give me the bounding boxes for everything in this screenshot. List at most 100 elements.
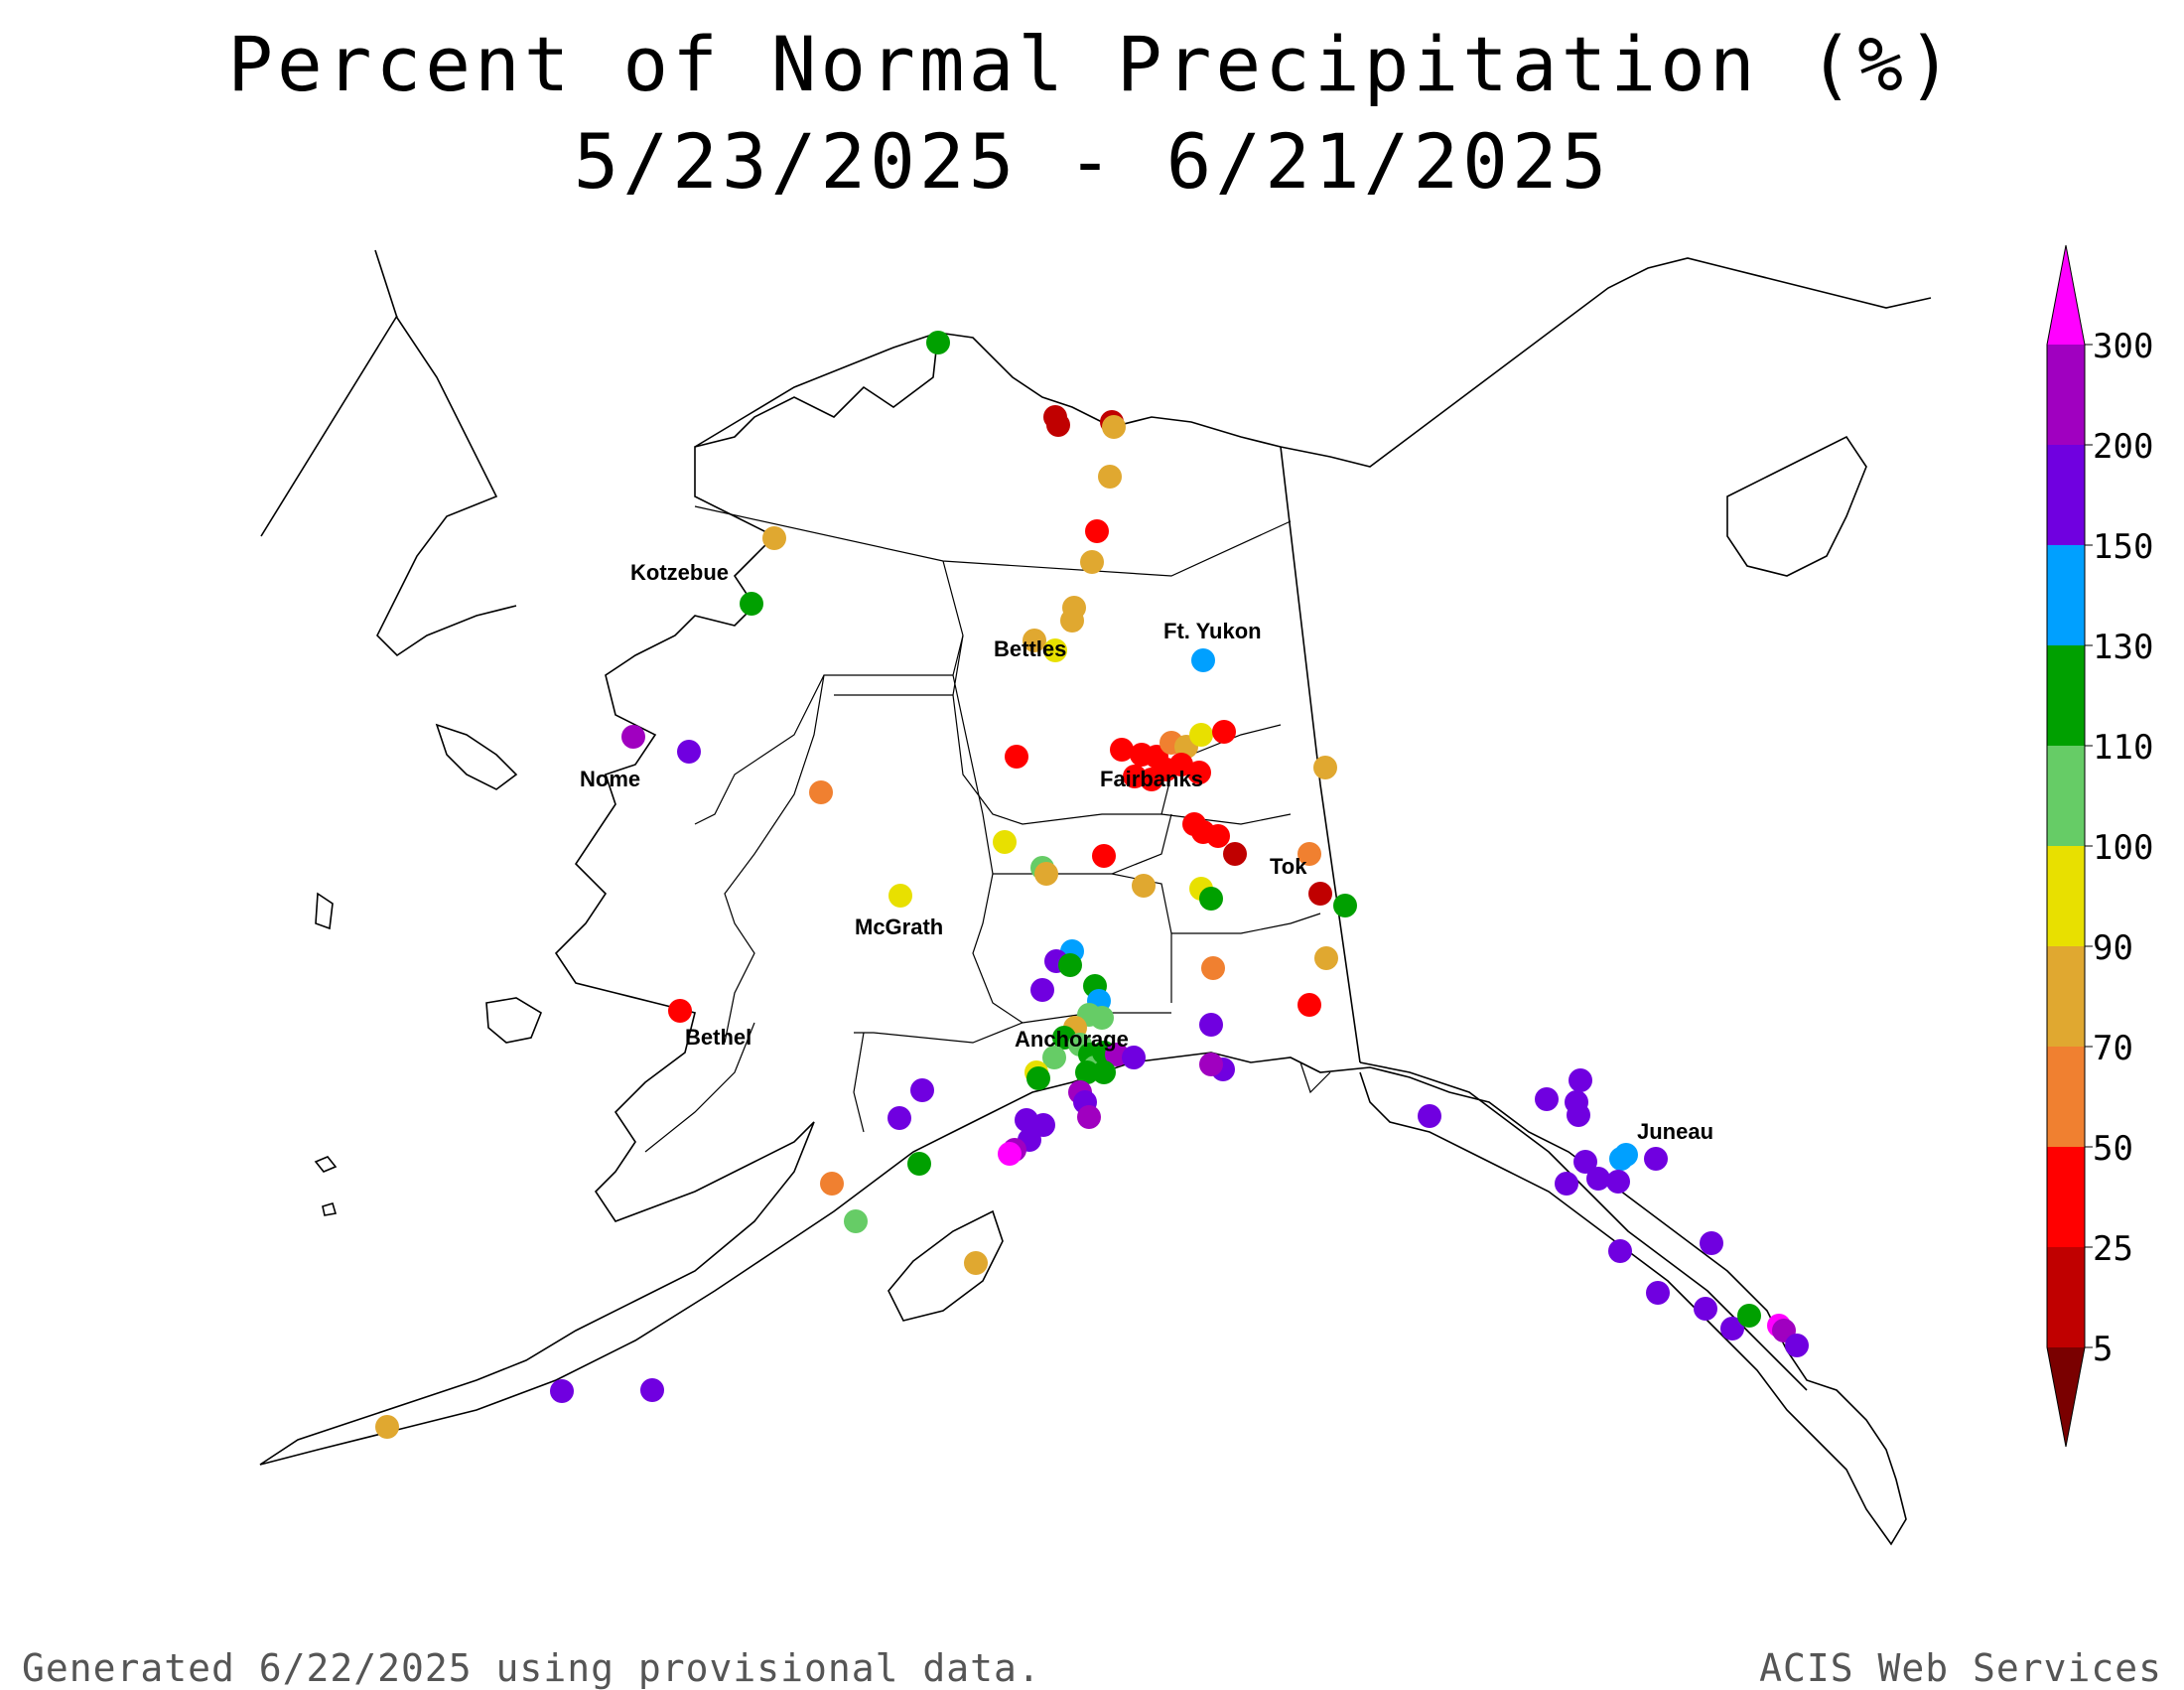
colorbar-tick-label: 70 <box>2093 1029 2133 1068</box>
city-label-nome: Nome <box>580 767 640 791</box>
colorbar-tick-label: 90 <box>2093 928 2133 968</box>
colorbar-tick-label: 5 <box>2093 1330 2113 1369</box>
colorbar-tick-label: 110 <box>2093 728 2153 768</box>
colorbar-legend: 5 25 50 70 90 100 110 130 150 200 300 <box>2046 244 2153 1448</box>
colorbar-block <box>2047 445 2085 545</box>
colorbar-block <box>2047 846 2085 946</box>
colorbar-tick-label: 150 <box>2093 527 2153 567</box>
station-dot <box>993 830 1017 854</box>
station-dot <box>1223 842 1247 866</box>
station-dot <box>1314 946 1338 970</box>
station-dot <box>1191 648 1215 672</box>
map-title: Percent of Normal Precipitation (%) <box>227 20 1957 108</box>
colorbar-block <box>2047 746 2085 846</box>
station-dot <box>1090 1006 1114 1030</box>
division-boundary <box>834 634 1282 825</box>
station-dot <box>1206 824 1230 848</box>
station-dot <box>1567 1103 1590 1127</box>
colorbar-block <box>2047 1047 2085 1147</box>
city-label-tok: Tok <box>1270 854 1307 879</box>
colorbar-block <box>2047 345 2085 445</box>
station-dot <box>1606 1170 1630 1194</box>
station-dot <box>1555 1172 1578 1196</box>
canada-islands <box>1726 435 1867 577</box>
division-boundary <box>694 505 1292 577</box>
station-dot <box>910 1078 934 1102</box>
station-dot <box>1034 862 1058 886</box>
station-dot <box>1092 844 1116 868</box>
station-dot <box>1085 519 1109 543</box>
alaska-coastline <box>259 332 1907 1546</box>
station-dot <box>1077 1105 1101 1129</box>
city-label-bettles: Bettles <box>994 636 1066 661</box>
station-dot <box>1030 978 1054 1002</box>
station-dot <box>1313 756 1337 779</box>
station-dot <box>964 1251 988 1275</box>
colorbar-tick-label: 130 <box>2093 628 2153 667</box>
station-dot <box>1297 993 1321 1017</box>
station-dot <box>1046 413 1070 437</box>
colorbar-block <box>2047 545 2085 645</box>
international-date-line <box>260 315 398 537</box>
station-dot <box>1080 550 1104 574</box>
station-dot <box>1418 1104 1441 1128</box>
colorbar-block <box>2047 645 2085 746</box>
station-dot <box>1132 874 1156 898</box>
panhandle-boundary <box>1359 1061 1808 1391</box>
division-boundary <box>1299 1061 1331 1094</box>
station-dot <box>1785 1334 1809 1357</box>
station-dot <box>1199 1013 1223 1037</box>
city-label-juneau: Juneau <box>1637 1119 1713 1144</box>
city-label-fairbanks: Fairbanks <box>1100 767 1203 791</box>
station-dot <box>1569 1068 1592 1092</box>
station-dot <box>1212 720 1236 744</box>
station-dot <box>1308 882 1332 906</box>
climate-divisions <box>644 505 1331 1153</box>
station-dot <box>1092 1060 1116 1084</box>
colorbar-block <box>2047 1247 2085 1347</box>
source-credit: ACIS Web Services <box>1759 1646 2162 1690</box>
colorbar-tick-label: 300 <box>2093 327 2153 366</box>
station-dot <box>1646 1281 1670 1305</box>
station-dot <box>1026 1066 1050 1090</box>
north-coastline <box>694 332 1282 448</box>
station-dot <box>1058 953 1082 977</box>
st-lawrence-island <box>435 723 518 790</box>
city-label-ft-yukon: Ft. Yukon <box>1163 619 1262 643</box>
station-dot <box>1187 761 1211 784</box>
station-dot <box>1700 1231 1723 1255</box>
station-dot <box>926 331 950 354</box>
station-dot <box>998 1142 1022 1166</box>
st-matthew-island <box>315 892 334 930</box>
station-dots <box>375 331 1809 1439</box>
canada-boundary <box>1280 446 1361 1063</box>
station-dot <box>1110 738 1134 762</box>
station-dot <box>621 725 645 749</box>
station-dot <box>1694 1297 1717 1321</box>
station-dot <box>1023 629 1046 652</box>
station-dot <box>1297 842 1321 866</box>
station-dot <box>668 999 692 1023</box>
map-outlines <box>259 249 1932 1546</box>
pribilof-islands <box>314 1156 338 1216</box>
colorbar-tick-label: 100 <box>2093 828 2153 868</box>
station-dot <box>740 592 763 616</box>
station-dot <box>1609 1147 1633 1171</box>
station-dot <box>1535 1087 1559 1111</box>
station-dot <box>844 1209 868 1233</box>
city-labels: Kotzebue Bettles Ft. Yukon Nome Fairbank… <box>580 560 1713 1144</box>
station-dot <box>1608 1239 1632 1263</box>
station-dot <box>888 884 912 908</box>
station-dot <box>1031 1113 1055 1137</box>
city-label-anchorage: Anchorage <box>1015 1027 1129 1052</box>
station-dot <box>809 780 833 804</box>
kodiak-island <box>887 1209 1004 1322</box>
station-dot <box>1043 638 1067 662</box>
station-dot <box>640 1378 664 1402</box>
station-dot <box>1333 894 1357 917</box>
station-dot <box>907 1152 931 1176</box>
nunivak-island <box>485 997 542 1044</box>
colorbar-blocks <box>2046 244 2093 1448</box>
generated-note: Generated 6/22/2025 using provisional da… <box>22 1646 1041 1690</box>
